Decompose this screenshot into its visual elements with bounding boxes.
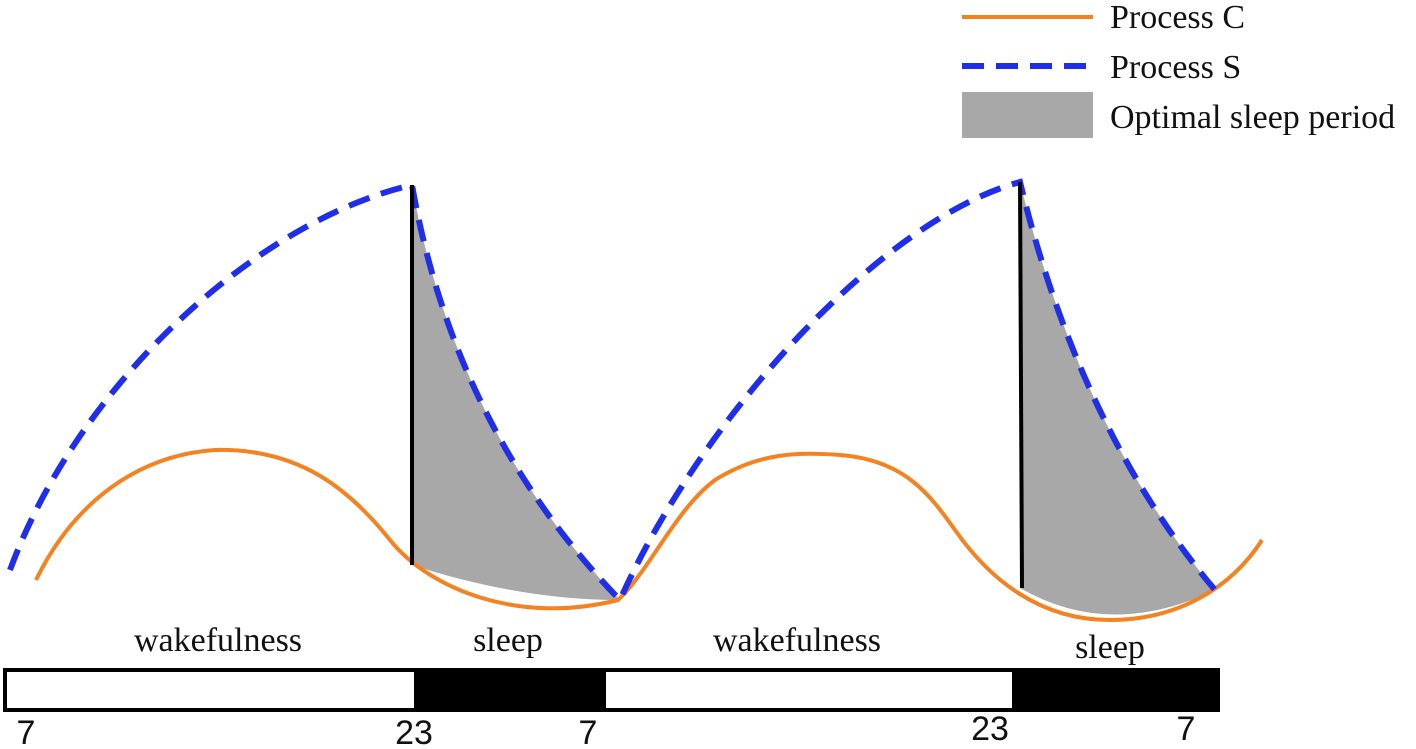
bar-night-1: [414, 670, 606, 710]
optimal-sleep-region-2: [1020, 182, 1215, 615]
legend-label-optimal-sleep: Optimal sleep period: [1110, 99, 1395, 136]
tick-label-3: 7: [579, 714, 598, 749]
tick-label-4: 23: [971, 710, 1009, 748]
optimal-sleep-region-1: [412, 185, 620, 600]
phase-label-sleep-1: sleep: [473, 622, 543, 659]
process-s-curve: [7, 178, 1218, 606]
legend-label-process-s: Process S: [1110, 49, 1241, 86]
legend: Process C Process S Optimal sleep period: [962, 0, 1395, 138]
legend-swatch-optimal-sleep: [962, 92, 1093, 138]
tick-label-1: 7: [17, 714, 36, 749]
phase-label-wakefulness-2: wakefulness: [713, 622, 881, 659]
tick-label-2: 23: [395, 714, 433, 749]
phase-label-wakefulness-1: wakefulness: [134, 622, 302, 659]
tick-label-5: 7: [1177, 710, 1196, 748]
legend-label-process-c: Process C: [1110, 0, 1245, 36]
day-night-bar: [3, 668, 1220, 712]
process-c-curve: [34, 447, 1264, 623]
bar-night-2: [1012, 670, 1218, 710]
sleep-onset-line-2: [1018, 181, 1024, 589]
phase-label-sleep-2: sleep: [1075, 629, 1145, 666]
